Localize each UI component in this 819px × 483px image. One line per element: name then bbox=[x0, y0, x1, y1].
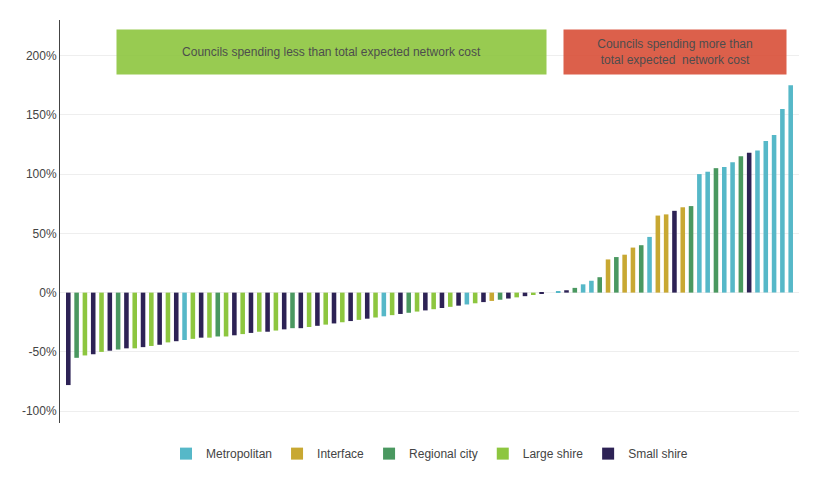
svg-text:-50%: -50% bbox=[29, 345, 57, 359]
svg-text:Interface: Interface bbox=[317, 447, 364, 461]
svg-text:0%: 0% bbox=[39, 286, 57, 300]
svg-text:Councils spending more thantot: Councils spending more thantotal expecte… bbox=[597, 37, 752, 67]
svg-text:200%: 200% bbox=[26, 49, 57, 63]
svg-text:Metropolitan: Metropolitan bbox=[206, 447, 272, 461]
svg-text:Small shire: Small shire bbox=[628, 447, 688, 461]
svg-text:-100%: -100% bbox=[22, 404, 57, 418]
svg-text:100%: 100% bbox=[26, 167, 57, 181]
svg-text:50%: 50% bbox=[33, 227, 57, 241]
svg-text:Large shire: Large shire bbox=[523, 447, 583, 461]
svg-text:Councils spending less than to: Councils spending less than total expect… bbox=[182, 45, 481, 59]
svg-text:Regional city: Regional city bbox=[409, 447, 478, 461]
svg-text:150%: 150% bbox=[26, 108, 57, 122]
